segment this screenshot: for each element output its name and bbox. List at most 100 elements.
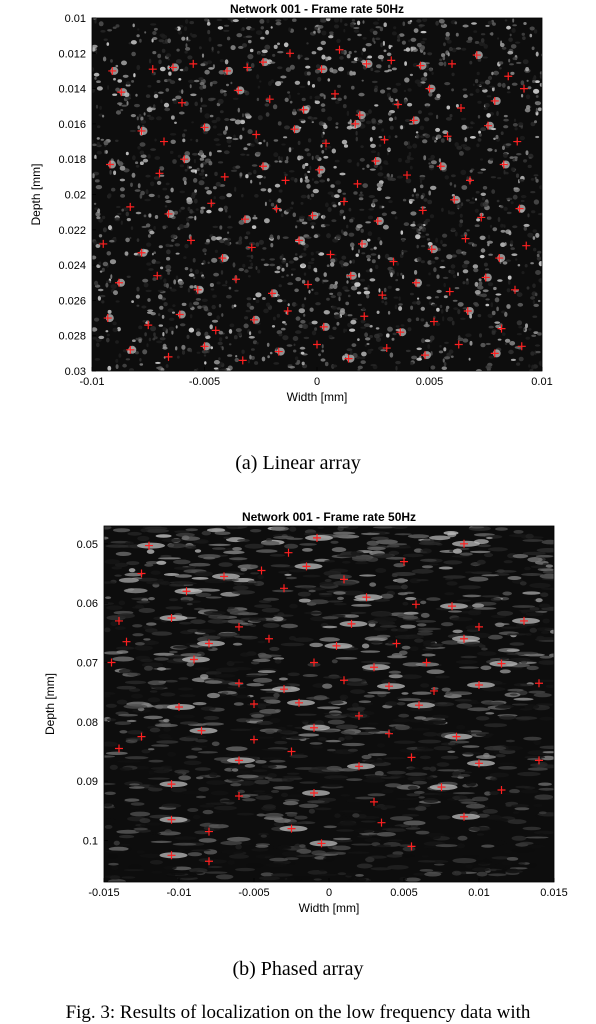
- localization-marker: [205, 857, 213, 866]
- localization-marker: [385, 682, 393, 691]
- figure-caption: Fig. 3: Results of localization on the l…: [65, 1002, 531, 1023]
- localization-marker: [445, 287, 454, 296]
- y-tick-label: 0.09: [77, 776, 98, 788]
- localization-marker: [460, 634, 468, 643]
- x-tick-label: -0.015: [88, 887, 119, 899]
- x-tick-label: 0: [314, 376, 320, 388]
- localization-marker: [497, 324, 506, 333]
- localization-marker: [235, 791, 243, 800]
- localization-marker: [322, 139, 330, 148]
- localization-marker: [450, 195, 459, 204]
- y-tick-label: 0.018: [58, 154, 86, 166]
- localization-marker: [351, 119, 360, 128]
- localization-marker: [389, 257, 398, 266]
- localization-marker: [299, 105, 308, 114]
- localization-marker: [358, 239, 366, 248]
- localization-marker: [302, 562, 311, 571]
- localization-marker: [280, 584, 288, 593]
- localization-marker: [448, 59, 456, 68]
- localization-marker: [220, 572, 228, 581]
- localization-marker: [344, 354, 353, 363]
- localization-marker: [460, 812, 468, 821]
- localization-marker: [164, 352, 173, 361]
- localization-marker: [443, 132, 452, 141]
- y-tick-label: 0.014: [58, 84, 86, 96]
- localization-marker: [340, 575, 348, 584]
- localization-marker: [137, 569, 146, 578]
- y-tick-label: 0.028: [58, 331, 86, 343]
- localization-marker: [460, 539, 468, 548]
- localization-marker: [268, 289, 276, 298]
- localization-marker: [197, 726, 206, 735]
- localization-marker: [319, 322, 328, 331]
- localization-marker: [137, 248, 146, 257]
- y-axis-label: Depth [mm]: [43, 673, 57, 735]
- localization-marker: [370, 663, 378, 672]
- caption-linear-array: (a) Linear array: [235, 452, 361, 474]
- localization-marker: [107, 658, 116, 667]
- localization-marker: [535, 756, 543, 765]
- localization-marker: [265, 95, 274, 104]
- x-axis-label: Width [mm]: [299, 901, 360, 915]
- localization-marker: [310, 658, 318, 667]
- localization-marker: [223, 66, 231, 75]
- localization-marker: [315, 165, 324, 174]
- y-tick-label: 0.05: [77, 539, 98, 551]
- localization-marker: [511, 285, 519, 294]
- localization-marker: [377, 818, 386, 827]
- localization-marker: [178, 98, 186, 107]
- localization-marker: [504, 72, 513, 81]
- localization-marker: [422, 658, 431, 667]
- localization-marker: [466, 176, 474, 185]
- localization-marker: [331, 89, 339, 98]
- localization-marker: [475, 759, 483, 768]
- localization-marker: [310, 723, 318, 732]
- localization-marker: [103, 314, 112, 323]
- ultrasound-image: [104, 526, 554, 882]
- localization-marker: [193, 285, 202, 294]
- localization-marker: [360, 312, 369, 321]
- localization-marker: [126, 345, 135, 354]
- localization-marker: [211, 326, 220, 335]
- localization-marker: [280, 685, 288, 694]
- localization-marker: [490, 96, 499, 105]
- localization-marker: [463, 306, 472, 315]
- figure-phased-array: Network 001 - Frame rate 50Hz -0.015 -0.01…: [0, 500, 596, 990]
- localization-marker: [407, 842, 416, 851]
- localization-marker: [234, 86, 243, 95]
- localization-marker: [513, 137, 522, 146]
- localization-marker: [400, 557, 408, 566]
- localization-marker: [495, 254, 504, 263]
- localization-marker: [522, 241, 531, 250]
- localization-marker: [355, 762, 363, 771]
- y-tick-label: 0.06: [77, 598, 98, 610]
- localization-marker: [207, 199, 216, 208]
- localization-marker: [335, 45, 344, 54]
- localization-marker: [461, 234, 470, 243]
- localization-marker: [317, 65, 326, 74]
- localization-marker: [497, 659, 506, 668]
- localization-marker: [99, 239, 108, 248]
- localization-marker: [436, 162, 445, 171]
- localization-marker: [295, 698, 303, 707]
- localization-marker: [205, 827, 213, 836]
- localization-marker: [326, 250, 335, 259]
- localization-marker: [290, 125, 299, 134]
- localization-marker: [259, 58, 267, 67]
- y-tick-label: 0.012: [58, 48, 86, 60]
- x-tick-label: 0.005: [416, 376, 444, 388]
- x-tick-label: -0.005: [238, 887, 269, 899]
- localization-marker: [392, 639, 401, 648]
- chart-phased-array: Network 001 - Frame rate 50Hz -0.015 -0.01…: [43, 510, 568, 915]
- localization-marker: [310, 789, 318, 797]
- localization-marker: [247, 243, 256, 252]
- localization-marker: [153, 271, 162, 280]
- localization-marker: [373, 216, 382, 225]
- localization-marker: [362, 59, 371, 68]
- localization-marker: [286, 49, 294, 58]
- localization-marker: [430, 686, 438, 695]
- localization-marker: [250, 700, 258, 708]
- localization-marker: [394, 100, 402, 109]
- chart-linear-array: Network 001 - Frame rate 50Hz -0.01 -0.005…: [29, 2, 553, 404]
- localization-marker: [182, 587, 191, 596]
